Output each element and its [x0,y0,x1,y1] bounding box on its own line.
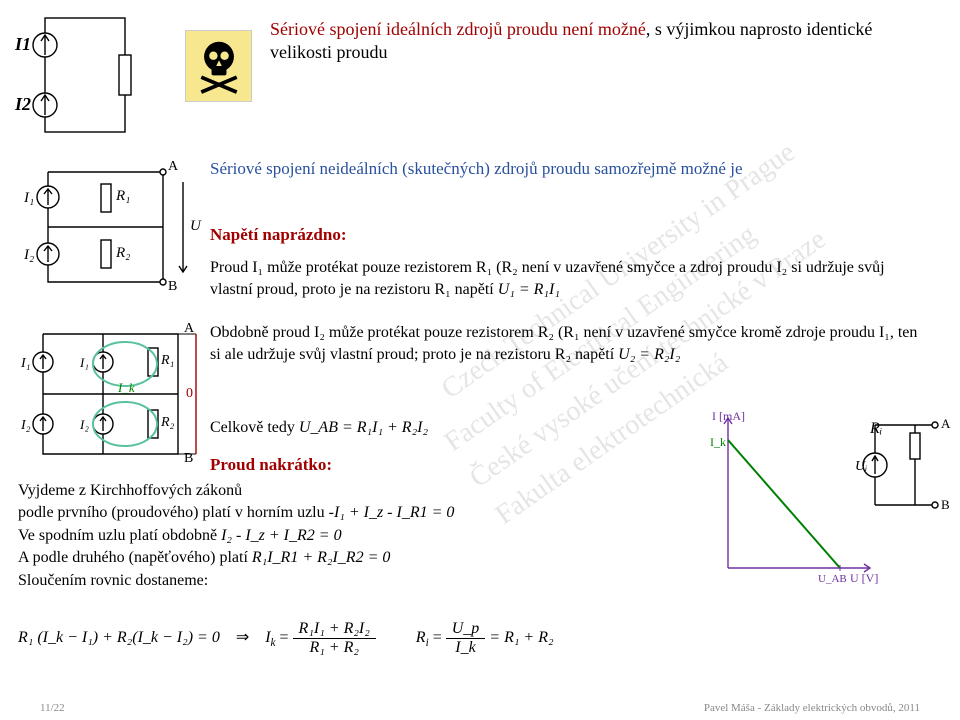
svg-text:U: U [190,218,202,234]
svg-text:R₂: R₂ [115,245,130,261]
svg-text:U_AB: U_AB [818,573,847,585]
diagram-series-nonideal: I₁ I₂ R₁ R₂ A B U [18,152,208,307]
subtitle: Sériové spojení neideálních (skutečných)… [210,158,910,180]
svg-text:I1: I1 [14,34,31,54]
svg-text:I_k: I_k [710,435,726,449]
page-number: 11/22 [40,702,65,714]
line-total: Celkově tedy U_AB = R₁I₁ + R₂I₂ [210,419,428,437]
svg-text:U [V]: U [V] [850,571,878,585]
heading-open-voltage: Napětí naprázdno: [210,225,346,245]
svg-text:I₂: I₂ [20,418,31,433]
kirchhoff-block: Vyjdeme z Kirchhoffových zákonů podle pr… [18,480,698,592]
footer: Pavel Máša - Základy elektrických obvodů… [704,702,920,714]
diagram-series-ideal: I1 I2 [10,10,170,145]
svg-text:I_k: I_k [117,380,135,395]
svg-text:I2: I2 [14,94,31,114]
svg-text:R₂: R₂ [160,415,175,430]
svg-text:I₁: I₁ [23,190,34,206]
svg-text:R₁: R₁ [115,188,130,204]
svg-text:B: B [168,279,177,294]
svg-text:I₂: I₂ [79,417,89,432]
final-equations: R₁ (I_k − I₁) + R₂(I_k − I₂) = 0 ⇒ Ik = … [18,620,738,656]
svg-text:A: A [941,416,951,431]
svg-text:I₁: I₁ [20,356,31,371]
title: Sériové spojení ideálních zdrojů proudu … [270,18,920,65]
paragraph-1: Proud I₁ může protékat pouze rezistorem … [210,257,920,300]
svg-text:B: B [184,451,193,466]
svg-text:0: 0 [186,386,193,401]
paragraph-2: Obdobně proud I₂ může protékat pouze rez… [210,322,920,365]
skull-icon [185,30,252,102]
diagram-loops: I₁ I₂ I₁ I₂ R₁ R₂ I_k A B 0 [18,314,218,479]
svg-text:I₂: I₂ [23,247,34,263]
svg-text:I [mA]: I [mA] [712,410,745,423]
svg-text:A: A [168,159,179,174]
svg-text:B: B [941,497,950,512]
svg-text:R₁: R₁ [160,353,174,368]
iv-graph: I [mA] U [V] I_k U_AB [710,410,880,595]
svg-text:I₁: I₁ [79,355,89,370]
heading-short-current: Proud nakrátko: [210,455,332,475]
